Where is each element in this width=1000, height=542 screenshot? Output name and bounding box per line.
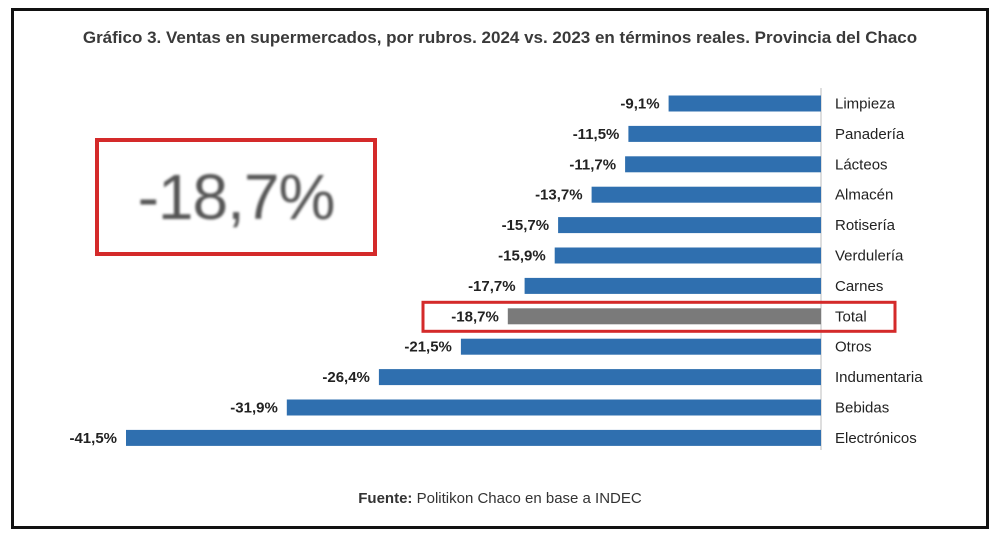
category-label-electrónicos: Electrónicos — [835, 430, 917, 447]
bar-lácteos — [625, 156, 821, 173]
category-label-verdulería: Verdulería — [835, 248, 904, 265]
category-label-total: Total — [835, 308, 867, 325]
highlight-box — [421, 300, 897, 333]
bar-otros — [460, 338, 821, 355]
category-label-limpieza: Limpieza — [835, 96, 896, 113]
bar-rotisería — [558, 217, 821, 234]
value-label-verdulería: -15,9% — [498, 248, 546, 265]
source-prefix: Fuente: — [358, 490, 413, 507]
bar-almacén — [591, 186, 821, 203]
category-label-lácteos: Lácteos — [835, 156, 888, 173]
category-label-otros: Otros — [835, 339, 872, 356]
value-label-electrónicos: -41,5% — [69, 430, 117, 447]
category-label-indumentaria: Indumentaria — [835, 369, 923, 386]
category-label-panadería: Panadería — [835, 126, 905, 143]
bar-total — [507, 308, 821, 325]
category-label-bebidas: Bebidas — [835, 400, 889, 417]
bar-electrónicos — [126, 429, 821, 446]
category-label-rotisería: Rotisería — [835, 217, 896, 234]
value-label-limpieza: -9,1% — [620, 96, 659, 113]
highlight-callout: -18,7% — [95, 138, 377, 256]
bar-limpieza — [668, 95, 821, 112]
bar-panadería — [628, 125, 821, 142]
value-label-total: -18,7% — [451, 308, 499, 325]
value-label-bebidas: -31,9% — [230, 400, 278, 417]
value-label-lácteos: -11,7% — [569, 156, 616, 173]
value-label-almacén: -13,7% — [535, 187, 583, 204]
bar-indumentaria — [378, 369, 821, 386]
value-label-rotisería: -15,7% — [502, 217, 550, 234]
category-label-almacén: Almacén — [835, 187, 893, 204]
bar-bebidas — [286, 399, 821, 416]
callout-value: -18,7% — [137, 161, 336, 233]
bar-carnes — [524, 277, 821, 294]
chart-title: Gráfico 3. Ventas en supermercados, por … — [82, 28, 918, 47]
source-text: Politikon Chaco en base a INDEC — [412, 490, 642, 507]
bar-verdulería — [554, 247, 821, 264]
value-label-carnes: -17,7% — [468, 278, 516, 295]
value-label-otros: -21,5% — [404, 339, 452, 356]
category-label-carnes: Carnes — [835, 278, 883, 295]
value-label-panadería: -11,5% — [573, 126, 620, 143]
chart-source: Fuente: Politikon Chaco en base a INDEC — [0, 490, 1000, 507]
value-label-indumentaria: -26,4% — [322, 369, 370, 386]
